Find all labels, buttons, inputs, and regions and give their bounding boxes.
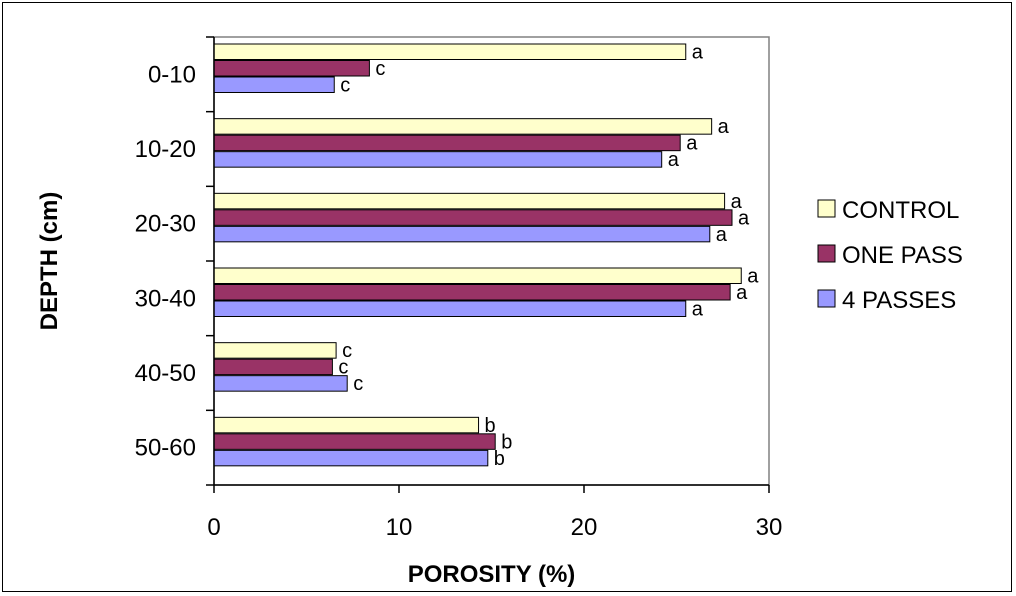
bar — [213, 300, 687, 317]
legend-label: ONE PASS — [842, 242, 963, 269]
bar — [213, 449, 489, 467]
bar — [213, 151, 663, 168]
data-label: a — [738, 207, 750, 229]
axes-layer: 0-10 10-20 20-30 30-40 40-50 50-60 0 10 20 30 — [135, 36, 783, 541]
y-tick-label: 40-50 — [135, 360, 196, 387]
bar — [213, 192, 726, 210]
data-label: c — [375, 58, 385, 80]
data-label: a — [692, 42, 704, 64]
data-label: a — [668, 149, 680, 171]
bar — [213, 267, 742, 284]
y-axis-title: DEPTH (cm) — [36, 192, 63, 331]
y-tick-label: 50-60 — [135, 435, 196, 462]
data-label: c — [353, 373, 363, 395]
data-label: b — [501, 431, 512, 453]
data-label: a — [716, 224, 728, 246]
bar — [213, 358, 333, 376]
bar — [213, 76, 335, 93]
bar — [213, 118, 713, 135]
legend-swatch — [817, 199, 836, 218]
data-label: a — [686, 133, 698, 155]
y-tick-label: 0-10 — [148, 61, 196, 88]
bar — [213, 209, 733, 226]
data-label: b — [485, 415, 496, 437]
data-label: c — [340, 75, 350, 97]
data-label: a — [747, 266, 759, 288]
plot-area — [213, 36, 770, 486]
legend-label: CONTROL — [842, 197, 959, 224]
bar — [213, 43, 687, 60]
legend-swatch — [817, 244, 836, 263]
bar — [213, 134, 681, 152]
legend-swatch — [817, 289, 836, 308]
legend: CONTROL ONE PASS 4 PASSES — [817, 197, 963, 314]
data-label: b — [494, 448, 505, 470]
data-label: a — [736, 282, 748, 304]
x-axis-title: POROSITY (%) — [408, 561, 576, 588]
data-label: c — [338, 357, 348, 379]
bar — [213, 433, 496, 450]
bar — [213, 225, 711, 243]
data-label: a — [692, 299, 704, 321]
legend-label: 4 PASSES — [842, 287, 956, 314]
x-tick-label: 10 — [386, 514, 413, 541]
y-tick-label: 20-30 — [135, 211, 196, 238]
bar — [213, 375, 348, 392]
bar — [213, 342, 337, 359]
data-label: a — [718, 116, 730, 138]
data-label: a — [731, 191, 743, 213]
x-tick-label: 30 — [756, 514, 783, 541]
x-tick-label: 0 — [207, 514, 220, 541]
bar — [213, 416, 480, 434]
data-label: c — [342, 340, 352, 362]
bar — [213, 284, 731, 301]
y-tick-label: 10-20 — [135, 136, 196, 163]
y-tick-label: 30-40 — [135, 285, 196, 312]
x-tick-label: 20 — [571, 514, 598, 541]
